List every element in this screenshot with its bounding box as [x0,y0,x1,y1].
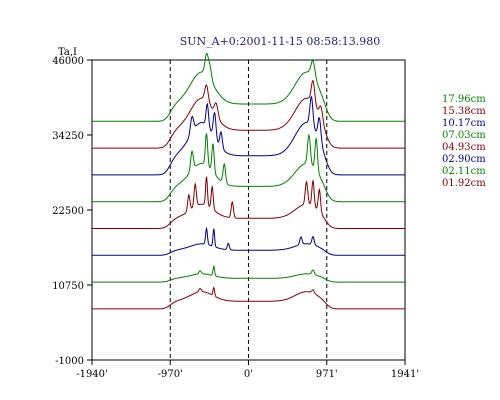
series-line-07.03cm [92,133,405,203]
x-tick-label-3: 971' [316,369,338,380]
legend-entry-2: 10.17cm [442,118,486,129]
y-tick-label-0: 46000 [52,56,84,67]
legend: 17.96cm15.38cm10.17cm07.03cm04.93cm02.90… [442,94,486,189]
series-lines [92,52,405,310]
legend-entry-5: 02.90cm [442,154,486,165]
x-ticks: -1940' -970' 0' 971' 1941' [76,360,419,380]
series-line-01.92cm [92,286,405,310]
legend-entry-4: 04.93cm [442,142,486,153]
chart-title: SUN_A+0:2001-11-15 08:58:13.980 [180,35,381,48]
legend-entry-6: 02.11cm [442,166,486,177]
series-line-04.93cm [92,176,405,229]
legend-entry-0: 17.96cm [442,94,486,105]
series-line-10.17cm [92,95,405,176]
y-tick-label-4: -1000 [55,356,84,367]
x-tick-label-1: -970' [158,369,183,380]
series-line-17.96cm [92,52,405,122]
legend-entry-3: 07.03cm [442,130,486,141]
series-line-15.38cm [92,80,405,149]
legend-entry-1: 15.38cm [442,106,486,117]
x-tick-label-0: -1940' [76,369,108,380]
series-line-02.90cm [92,226,405,256]
series-line-02.11cm [92,264,405,283]
x-tick-label-4: 1941' [391,369,419,380]
x-tick-label-2: 0' [244,369,253,380]
y-axis-label: Ta,I [58,47,77,58]
y-ticks: 46000 34250 22500 10750 -1000 [52,56,92,367]
y-tick-label-1: 34250 [52,131,84,142]
legend-entry-7: 01.92cm [442,178,486,189]
y-tick-label-2: 22500 [52,206,84,217]
y-tick-label-3: 10750 [52,281,84,292]
